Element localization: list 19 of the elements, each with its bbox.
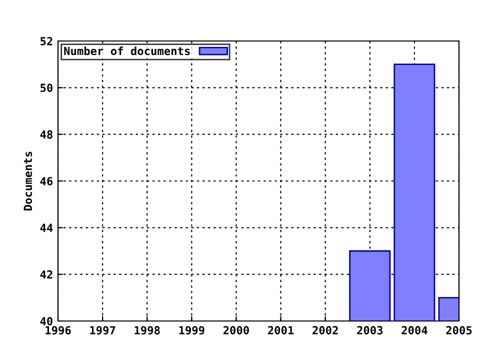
x-tick-label: 2002 [312, 326, 338, 334]
x-tick-label: 2005 [446, 326, 472, 334]
y-tick-label: 44 [40, 224, 53, 232]
x-tick-label: 2001 [268, 326, 294, 334]
x-tick-label: 1999 [179, 326, 204, 335]
y-tick-label: 40 [40, 316, 52, 326]
x-tick-label: 2004 [402, 326, 428, 334]
x-tick-label: 2000 [223, 326, 249, 334]
y-axis-title: Documents [24, 152, 32, 210]
legend-label: Number of documents [64, 46, 190, 56]
y-tick-label: 42 [40, 270, 52, 279]
x-tick-label: 2003 [357, 326, 383, 334]
x-tick-label: 1998 [134, 326, 160, 335]
y-tick-label: 46 [40, 176, 53, 186]
y-tick-label: 48 [40, 130, 52, 139]
x-tick-label: 1997 [90, 326, 116, 335]
y-tick-label: 50 [40, 84, 52, 92]
x-tick-label: 1996 [46, 326, 71, 335]
y-tick-label: 52 [40, 36, 52, 46]
